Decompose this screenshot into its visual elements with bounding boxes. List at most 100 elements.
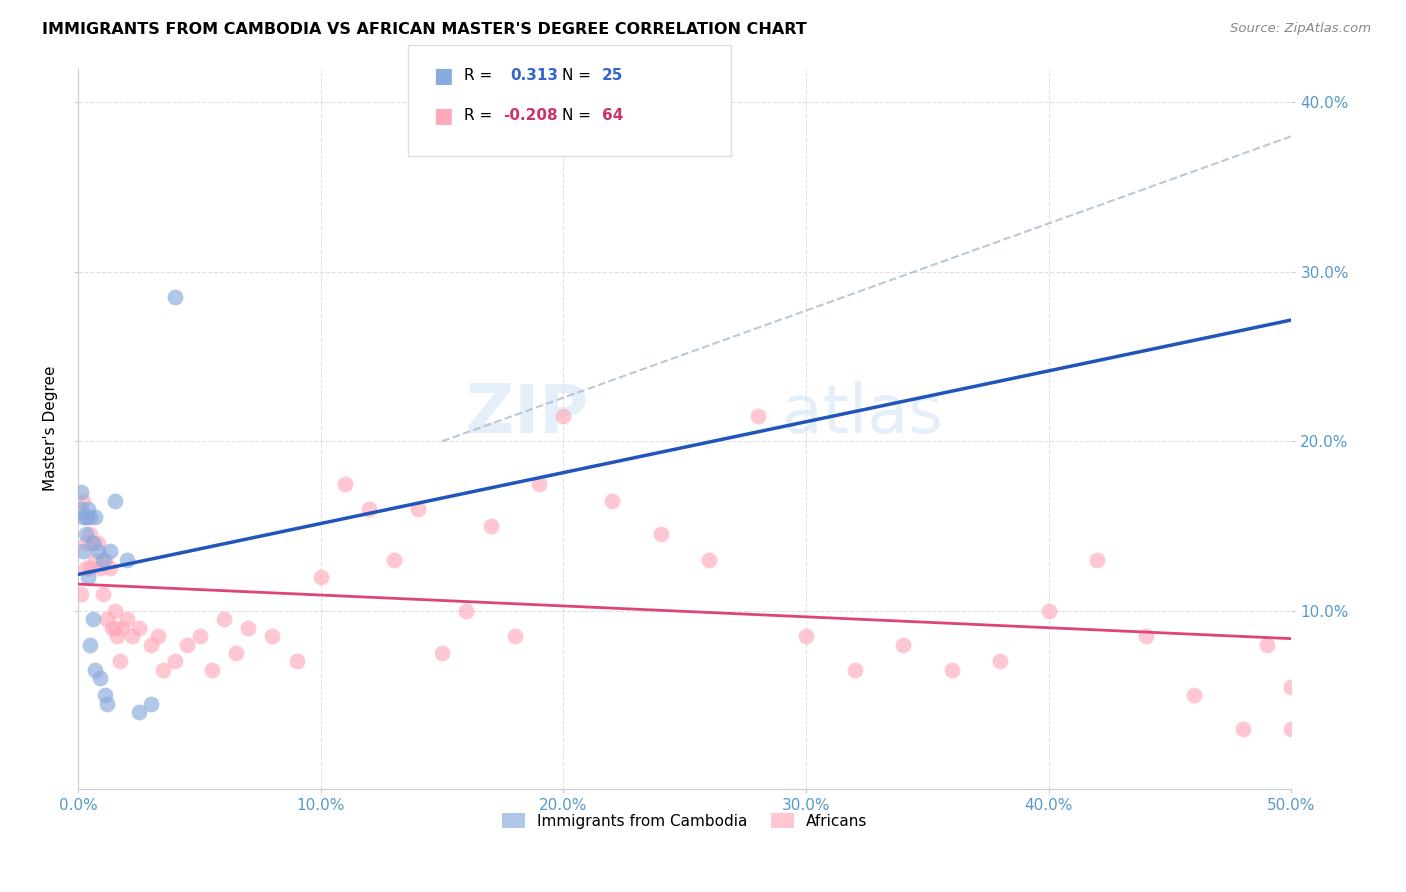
Point: [139, 638, 162, 652]
Point: [84, 663, 107, 677]
Text: IMMIGRANTS FROM CAMBODIA VS AFRICAN MASTER'S DEGREE CORRELATION CHART: IMMIGRANTS FROM CAMBODIA VS AFRICAN MAST…: [42, 22, 807, 37]
Point: [82, 612, 104, 626]
Point: [115, 612, 138, 626]
Point: [98, 561, 121, 575]
Point: [176, 638, 198, 652]
Legend: Immigrants from Cambodia, Africans: Immigrants from Cambodia, Africans: [496, 806, 873, 835]
Text: R =: R =: [464, 69, 492, 83]
Point: [79, 638, 101, 652]
Point: [333, 476, 356, 491]
Point: [891, 638, 914, 652]
Point: [79, 561, 101, 575]
Point: [101, 621, 124, 635]
Point: [104, 493, 127, 508]
Point: [236, 621, 259, 635]
Text: ■: ■: [433, 66, 453, 86]
Point: [1085, 553, 1108, 567]
Point: [1182, 689, 1205, 703]
Point: [121, 629, 143, 643]
Point: [456, 604, 478, 618]
Point: [139, 697, 162, 711]
Point: [89, 561, 111, 575]
Text: N =: N =: [562, 69, 592, 83]
Point: [941, 663, 963, 677]
Text: atlas: atlas: [782, 381, 942, 447]
Point: [111, 621, 134, 635]
Point: [105, 629, 128, 643]
Point: [1135, 629, 1157, 643]
Point: [794, 629, 817, 643]
Point: [1279, 723, 1302, 737]
Point: [72, 544, 94, 558]
Point: [165, 290, 187, 304]
Point: [84, 553, 107, 567]
Point: [89, 672, 111, 686]
Point: [69, 502, 91, 516]
Point: [104, 604, 127, 618]
Text: N =: N =: [562, 109, 592, 123]
Point: [82, 536, 104, 550]
Point: [359, 502, 381, 516]
Point: [84, 510, 107, 524]
Point: [69, 587, 91, 601]
Point: [96, 697, 118, 711]
Point: [201, 663, 224, 677]
Point: [148, 629, 170, 643]
Point: [72, 493, 94, 508]
Point: [115, 553, 138, 567]
Point: [503, 629, 526, 643]
Point: [165, 655, 187, 669]
Point: [529, 476, 551, 491]
Point: [1279, 680, 1302, 694]
Point: [96, 612, 118, 626]
Point: [69, 485, 91, 500]
Point: [94, 689, 117, 703]
Text: 25: 25: [602, 69, 623, 83]
Point: [75, 510, 97, 524]
Point: [104, 621, 127, 635]
Point: [91, 587, 114, 601]
Point: [697, 553, 720, 567]
Point: [844, 663, 866, 677]
Point: [82, 536, 104, 550]
Point: [600, 493, 623, 508]
Point: [75, 536, 97, 550]
Point: [72, 510, 94, 524]
Text: ■: ■: [433, 106, 453, 126]
Point: [75, 527, 97, 541]
Point: [309, 570, 332, 584]
Point: [988, 655, 1011, 669]
Point: [1038, 604, 1060, 618]
Point: [1232, 723, 1254, 737]
Point: [79, 527, 101, 541]
Point: [128, 706, 150, 720]
Point: [128, 621, 150, 635]
Point: [479, 519, 502, 533]
Point: [553, 409, 575, 423]
Point: [225, 646, 247, 660]
Point: [94, 553, 117, 567]
Text: ZIP: ZIP: [465, 381, 588, 447]
Point: [212, 612, 235, 626]
Point: [75, 561, 97, 575]
Point: [430, 646, 453, 660]
Point: [747, 409, 769, 423]
Point: [262, 629, 284, 643]
Text: Source: ZipAtlas.com: Source: ZipAtlas.com: [1230, 22, 1371, 36]
Text: 0.313: 0.313: [510, 69, 558, 83]
Point: [77, 510, 100, 524]
Text: R =: R =: [464, 109, 492, 123]
Point: [1256, 638, 1278, 652]
Point: [108, 655, 131, 669]
Point: [86, 544, 108, 558]
Point: [77, 570, 100, 584]
Point: [91, 553, 114, 567]
Y-axis label: Master's Degree: Master's Degree: [44, 366, 58, 491]
Point: [406, 502, 429, 516]
Point: [650, 527, 672, 541]
Point: [285, 655, 308, 669]
Point: [98, 544, 121, 558]
Point: [79, 510, 101, 524]
Point: [86, 536, 108, 550]
Point: [188, 629, 211, 643]
